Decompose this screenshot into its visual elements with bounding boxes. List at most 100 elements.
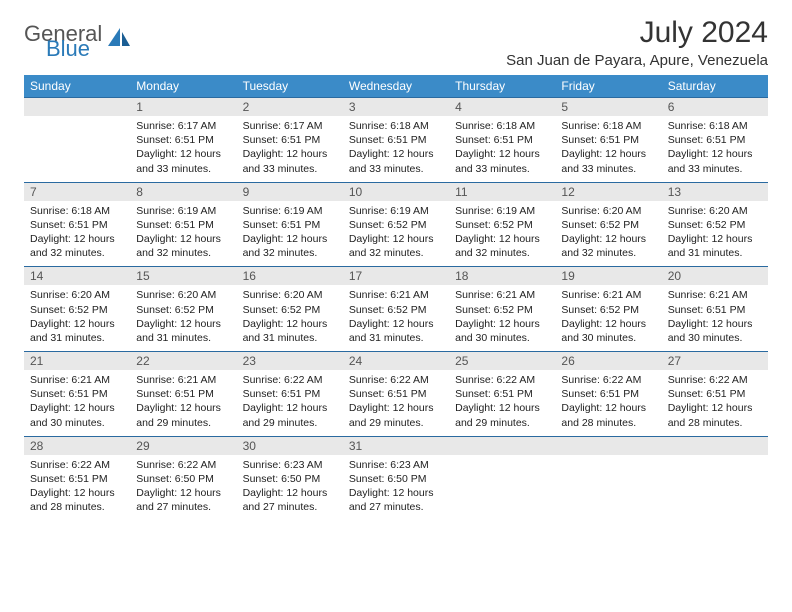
day-line: Daylight: 12 hours bbox=[349, 401, 443, 415]
day-line: and 32 minutes. bbox=[561, 246, 655, 260]
day-line: and 32 minutes. bbox=[349, 246, 443, 260]
day-line: Sunrise: 6:18 AM bbox=[30, 204, 124, 218]
day-line: Daylight: 12 hours bbox=[30, 232, 124, 246]
header: General Blue July 2024 San Juan de Payar… bbox=[24, 16, 768, 69]
day-line: Daylight: 12 hours bbox=[349, 147, 443, 161]
day-line: and 27 minutes. bbox=[349, 500, 443, 514]
day-line: Sunset: 6:52 PM bbox=[136, 303, 230, 317]
day-line: Daylight: 12 hours bbox=[668, 147, 762, 161]
day-line: and 28 minutes. bbox=[561, 416, 655, 430]
day-line: Sunrise: 6:23 AM bbox=[243, 458, 337, 472]
day-number: 31 bbox=[343, 436, 449, 455]
day-number: 9 bbox=[237, 182, 343, 201]
day-line: Sunrise: 6:22 AM bbox=[668, 373, 762, 387]
day-line: and 30 minutes. bbox=[455, 331, 549, 345]
day-line: Sunset: 6:52 PM bbox=[668, 218, 762, 232]
day-content-row: Sunrise: 6:17 AMSunset: 6:51 PMDaylight:… bbox=[24, 116, 768, 182]
day-line: Sunset: 6:51 PM bbox=[455, 387, 549, 401]
weekday-header: Sunday bbox=[24, 75, 130, 98]
day-number-row: 78910111213 bbox=[24, 182, 768, 201]
title-block: July 2024 San Juan de Payara, Apure, Ven… bbox=[506, 16, 768, 69]
day-line: Daylight: 12 hours bbox=[243, 232, 337, 246]
day-line: Sunset: 6:50 PM bbox=[136, 472, 230, 486]
day-line: and 28 minutes. bbox=[30, 500, 124, 514]
day-line: Sunrise: 6:22 AM bbox=[561, 373, 655, 387]
day-number-row: 21222324252627 bbox=[24, 352, 768, 371]
day-line: Sunset: 6:51 PM bbox=[243, 387, 337, 401]
day-line: and 27 minutes. bbox=[136, 500, 230, 514]
day-line: Sunset: 6:52 PM bbox=[243, 303, 337, 317]
day-line: Daylight: 12 hours bbox=[455, 317, 549, 331]
day-line: Sunrise: 6:17 AM bbox=[136, 119, 230, 133]
day-line: Daylight: 12 hours bbox=[243, 401, 337, 415]
day-number: 2 bbox=[237, 98, 343, 117]
day-cell: Sunrise: 6:21 AMSunset: 6:52 PMDaylight:… bbox=[449, 285, 555, 351]
day-line: Daylight: 12 hours bbox=[455, 232, 549, 246]
day-number: 27 bbox=[662, 352, 768, 371]
day-line: Sunset: 6:51 PM bbox=[243, 133, 337, 147]
day-content-row: Sunrise: 6:18 AMSunset: 6:51 PMDaylight:… bbox=[24, 201, 768, 267]
day-line: Sunrise: 6:21 AM bbox=[30, 373, 124, 387]
day-line: Sunrise: 6:18 AM bbox=[668, 119, 762, 133]
location-subtitle: San Juan de Payara, Apure, Venezuela bbox=[506, 52, 768, 69]
day-line: and 29 minutes. bbox=[136, 416, 230, 430]
day-line: Sunset: 6:51 PM bbox=[30, 218, 124, 232]
brand-logo: General Blue bbox=[24, 16, 132, 60]
day-cell: Sunrise: 6:19 AMSunset: 6:51 PMDaylight:… bbox=[237, 201, 343, 267]
day-line: Sunrise: 6:18 AM bbox=[561, 119, 655, 133]
day-line: and 32 minutes. bbox=[455, 246, 549, 260]
day-line: Sunset: 6:51 PM bbox=[136, 387, 230, 401]
day-number-row: 14151617181920 bbox=[24, 267, 768, 286]
day-number: 8 bbox=[130, 182, 236, 201]
day-number: 20 bbox=[662, 267, 768, 286]
day-number: 11 bbox=[449, 182, 555, 201]
day-cell: Sunrise: 6:18 AMSunset: 6:51 PMDaylight:… bbox=[662, 116, 768, 182]
day-number: 12 bbox=[555, 182, 661, 201]
day-line: Sunrise: 6:22 AM bbox=[243, 373, 337, 387]
day-line: Sunrise: 6:20 AM bbox=[243, 288, 337, 302]
day-cell: Sunrise: 6:19 AMSunset: 6:51 PMDaylight:… bbox=[130, 201, 236, 267]
day-cell: Sunrise: 6:22 AMSunset: 6:50 PMDaylight:… bbox=[130, 455, 236, 521]
weekday-header: Friday bbox=[555, 75, 661, 98]
day-number bbox=[449, 436, 555, 455]
day-line: and 33 minutes. bbox=[349, 162, 443, 176]
day-line: Sunrise: 6:21 AM bbox=[668, 288, 762, 302]
day-line: Sunset: 6:51 PM bbox=[561, 133, 655, 147]
day-cell: Sunrise: 6:21 AMSunset: 6:51 PMDaylight:… bbox=[662, 285, 768, 351]
day-number: 17 bbox=[343, 267, 449, 286]
day-number: 7 bbox=[24, 182, 130, 201]
day-line: Sunset: 6:51 PM bbox=[243, 218, 337, 232]
day-number: 25 bbox=[449, 352, 555, 371]
day-cell: Sunrise: 6:22 AMSunset: 6:51 PMDaylight:… bbox=[24, 455, 130, 521]
day-line: Sunrise: 6:22 AM bbox=[349, 373, 443, 387]
day-number: 21 bbox=[24, 352, 130, 371]
day-line: Daylight: 12 hours bbox=[455, 401, 549, 415]
day-line: Daylight: 12 hours bbox=[30, 486, 124, 500]
day-line: and 29 minutes. bbox=[243, 416, 337, 430]
day-line: Daylight: 12 hours bbox=[30, 401, 124, 415]
day-line: Sunrise: 6:20 AM bbox=[136, 288, 230, 302]
day-number: 28 bbox=[24, 436, 130, 455]
day-line: Sunset: 6:52 PM bbox=[561, 303, 655, 317]
day-cell: Sunrise: 6:18 AMSunset: 6:51 PMDaylight:… bbox=[555, 116, 661, 182]
day-line: Sunset: 6:51 PM bbox=[349, 133, 443, 147]
day-line: Sunset: 6:51 PM bbox=[30, 387, 124, 401]
day-line: Sunrise: 6:19 AM bbox=[349, 204, 443, 218]
day-line: Daylight: 12 hours bbox=[243, 486, 337, 500]
day-line: Sunrise: 6:19 AM bbox=[136, 204, 230, 218]
day-line: Sunset: 6:52 PM bbox=[455, 303, 549, 317]
day-line: Daylight: 12 hours bbox=[561, 147, 655, 161]
day-number: 29 bbox=[130, 436, 236, 455]
day-cell: Sunrise: 6:18 AMSunset: 6:51 PMDaylight:… bbox=[24, 201, 130, 267]
day-line: Sunset: 6:51 PM bbox=[561, 387, 655, 401]
day-cell bbox=[449, 455, 555, 521]
day-line: and 33 minutes. bbox=[668, 162, 762, 176]
day-line: Sunrise: 6:20 AM bbox=[561, 204, 655, 218]
day-line: Daylight: 12 hours bbox=[136, 232, 230, 246]
day-line: Sunset: 6:51 PM bbox=[668, 133, 762, 147]
day-number bbox=[24, 98, 130, 117]
day-line: Daylight: 12 hours bbox=[349, 232, 443, 246]
day-number: 16 bbox=[237, 267, 343, 286]
day-number: 13 bbox=[662, 182, 768, 201]
day-number: 15 bbox=[130, 267, 236, 286]
